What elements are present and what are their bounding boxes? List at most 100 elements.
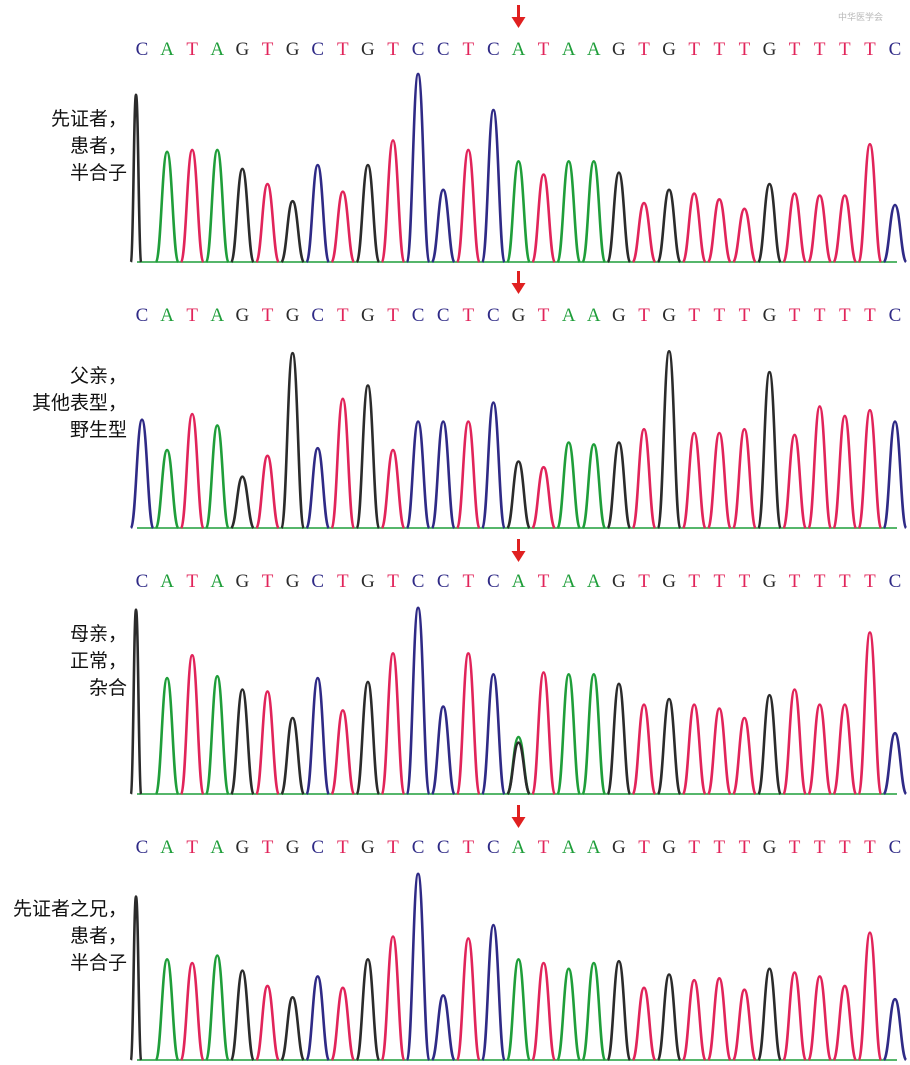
trace-peak-T <box>330 986 355 1062</box>
base-call-T: T <box>713 305 725 326</box>
base-call-G: G <box>286 39 300 60</box>
base-call-C: C <box>437 571 450 592</box>
base-call-T: T <box>839 837 851 858</box>
trace-peak-G <box>280 351 305 529</box>
base-call-T: T <box>186 305 198 326</box>
base-call-C: C <box>889 39 902 60</box>
base-call-T: T <box>462 39 474 60</box>
base-call-T: T <box>262 39 274 60</box>
trace-peak-T <box>707 977 732 1062</box>
trace-peak-G <box>280 199 305 264</box>
trace-peak-A <box>154 958 180 1061</box>
trace-peak-C <box>431 188 456 264</box>
base-call-C: C <box>889 571 902 592</box>
base-call-T: T <box>387 571 399 592</box>
trace-peak-T <box>707 431 732 530</box>
base-call-G: G <box>286 837 300 858</box>
trace-peak-G <box>606 171 632 264</box>
trace-peak-C <box>882 731 908 796</box>
trace-peak-C <box>305 163 330 264</box>
trace-peak-T <box>456 148 481 264</box>
base-call-G: G <box>612 837 626 858</box>
base-call-T: T <box>638 571 650 592</box>
trace-peak-C <box>305 446 330 530</box>
trace-peak-T <box>631 427 657 530</box>
trace-peak-T <box>456 652 481 796</box>
trace-peak-G <box>506 460 531 530</box>
base-call-A: A <box>512 837 526 858</box>
trace-peak-A <box>506 160 531 264</box>
base-call-T: T <box>789 39 801 60</box>
base-call-A: A <box>210 39 224 60</box>
base-call-G: G <box>763 837 777 858</box>
trace-peak-T <box>179 412 205 529</box>
base-call-G: G <box>662 305 676 326</box>
trace-peak-T <box>380 935 406 1061</box>
panel-label-line: 杂合 <box>89 677 127 699</box>
trace-peak-A <box>205 148 230 264</box>
base-call-T: T <box>638 39 650 60</box>
base-call-T: T <box>839 571 851 592</box>
trace-peak-A <box>154 150 180 263</box>
base-call-T: T <box>186 39 198 60</box>
base-call-G: G <box>662 39 676 60</box>
base-call-T: T <box>387 305 399 326</box>
variant-arrow-icon <box>511 271 526 294</box>
base-call-T: T <box>864 837 876 858</box>
base-call-T: T <box>864 305 876 326</box>
base-call-T: T <box>262 837 274 858</box>
base-call-C: C <box>412 837 425 858</box>
base-call-T: T <box>462 571 474 592</box>
base-call-C: C <box>412 305 425 326</box>
base-call-G: G <box>236 39 250 60</box>
base-call-C: C <box>487 571 500 592</box>
panel-label-line: 半合子 <box>70 952 127 974</box>
base-call-T: T <box>739 305 751 326</box>
trace-peak-A <box>205 954 230 1062</box>
base-call-C: C <box>311 39 324 60</box>
base-call-A: A <box>210 305 224 326</box>
base-call-C: C <box>437 305 450 326</box>
trace-peak-G <box>506 741 531 796</box>
base-call-A: A <box>562 837 576 858</box>
variant-arrow-icon <box>511 5 526 28</box>
base-call-G: G <box>361 305 375 326</box>
base-call-T: T <box>789 305 801 326</box>
trace-peak-A <box>581 961 606 1062</box>
trace-peak-C <box>481 923 506 1062</box>
base-call-T: T <box>739 837 751 858</box>
trace-peak-T <box>732 427 757 530</box>
trace-peak-T <box>782 971 807 1062</box>
base-call-T: T <box>839 305 851 326</box>
trace-peak-C <box>405 72 431 263</box>
trace-peak-T <box>456 420 481 530</box>
trace-peak-T <box>179 148 205 263</box>
base-call-T: T <box>262 571 274 592</box>
trace-peak-G <box>606 959 632 1062</box>
base-call-T: T <box>864 571 876 592</box>
base-call-C: C <box>487 305 500 326</box>
trace-peak-A <box>506 958 531 1062</box>
base-call-G: G <box>512 305 526 326</box>
trace-peak-G <box>129 608 143 795</box>
trace-peak-T <box>380 139 406 263</box>
base-call-C: C <box>136 837 149 858</box>
trace-peak-T <box>255 690 280 795</box>
panel-label-line: 患者， <box>70 925 127 947</box>
trace-peak-G <box>230 688 255 795</box>
trace-peak-C <box>305 676 330 796</box>
trace-peak-A <box>581 160 606 264</box>
trace-peak-A <box>205 424 230 530</box>
base-call-T: T <box>462 305 474 326</box>
trace-peak-G <box>280 716 305 796</box>
base-call-G: G <box>662 571 676 592</box>
panel-label-line: 野生型 <box>70 419 127 441</box>
trace-peak-T <box>255 454 280 530</box>
base-call-A: A <box>587 305 601 326</box>
base-call-A: A <box>587 837 601 858</box>
base-call-A: A <box>512 571 526 592</box>
trace-peak-G <box>757 182 782 264</box>
trace-peak-G <box>355 163 381 264</box>
trace-peak-G <box>355 958 381 1062</box>
